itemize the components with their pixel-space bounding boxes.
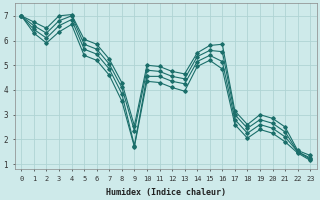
X-axis label: Humidex (Indice chaleur): Humidex (Indice chaleur) <box>106 188 226 197</box>
